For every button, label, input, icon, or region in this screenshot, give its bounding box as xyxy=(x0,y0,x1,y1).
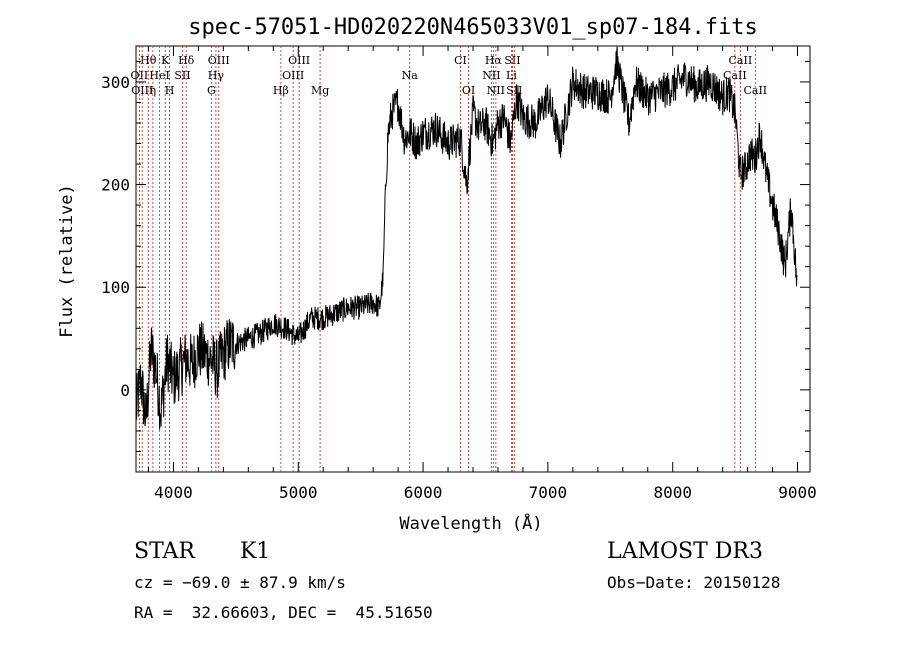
x-tick-label: 7000 xyxy=(529,483,568,502)
spectral-line-label: OIII xyxy=(131,84,153,97)
spectral-line-label: Li xyxy=(506,69,517,82)
spectral-line-label: Hβ xyxy=(273,84,289,97)
survey-name: LAMOST DR3 xyxy=(607,539,763,564)
observation-date: Obs−Date: 20150128 xyxy=(607,573,781,592)
spectral-line-label: Hδ xyxy=(178,54,195,67)
x-tick-label: 8000 xyxy=(653,483,692,502)
spectral-line-label: CaII xyxy=(729,54,753,67)
spectral-line-label: SII xyxy=(174,69,190,82)
y-tick-label: 0 xyxy=(120,381,130,400)
spectral-line-label: Mg xyxy=(311,84,329,97)
y-tick-label: 100 xyxy=(101,278,130,297)
x-tick-label: 5000 xyxy=(279,483,318,502)
x-tick-label: 4000 xyxy=(154,483,193,502)
spectral-line-label: NII xyxy=(487,84,505,97)
chart-title: spec-57051-HD020220N465033V01_sp07-184.f… xyxy=(188,15,758,40)
y-tick-label: 200 xyxy=(101,176,130,195)
spectral-line-label: Hα xyxy=(485,54,503,67)
spectral-line-label: CaII xyxy=(743,84,767,97)
spectral-line-label: η xyxy=(150,84,157,97)
spectral-line-label: OIII xyxy=(282,69,304,82)
spectral-class: K1 xyxy=(240,539,271,564)
spectral-line-label: H xyxy=(165,84,175,97)
spectral-line-label: OIII xyxy=(208,54,230,67)
plot-frame xyxy=(135,45,811,473)
spectral-line-label: NII xyxy=(482,69,500,82)
y-tick-label: 300 xyxy=(101,73,130,92)
y-axis-label: Flux (relative) xyxy=(57,184,77,338)
spectral-line-label: OIII xyxy=(288,54,310,67)
spectral-line-label: Na xyxy=(402,69,419,82)
spectral-line-label: HeI xyxy=(149,69,169,82)
object-type: STAR xyxy=(134,539,195,564)
spectral-line-label: SII xyxy=(504,54,520,67)
spectral-line-label: OI xyxy=(462,84,475,97)
spectral-line-label: OII xyxy=(131,69,149,82)
coordinates: RA = 32.66603, DEC = 45.51650 xyxy=(134,603,433,622)
spectral-line-label: G xyxy=(207,84,216,97)
spectral-line-label: K xyxy=(161,54,170,67)
x-tick-label: 6000 xyxy=(404,483,443,502)
x-axis-label: Wavelength (Å) xyxy=(399,512,542,534)
spectral-line-label: Hγ xyxy=(208,69,225,82)
x-tick-label: 9000 xyxy=(778,483,817,502)
redshift-velocity: cz = −69.0 ± 87.9 km/s xyxy=(134,573,346,592)
spectral-line-label: CI xyxy=(454,54,467,67)
spectrum-line xyxy=(135,46,798,430)
